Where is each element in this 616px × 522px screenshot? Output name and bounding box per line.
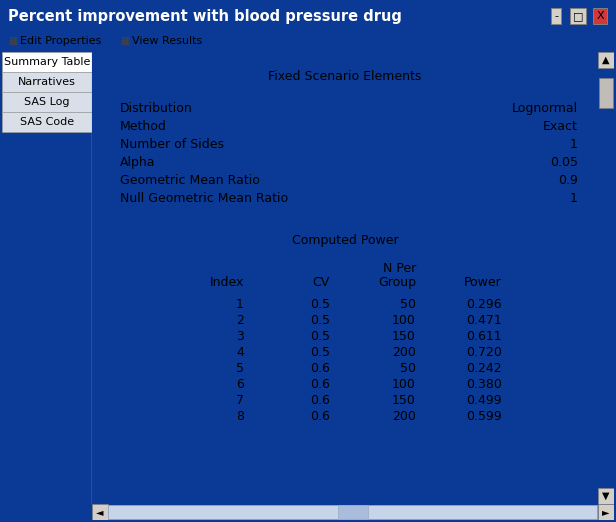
Text: Power: Power — [464, 276, 502, 289]
Text: 3: 3 — [236, 330, 244, 343]
Text: 200: 200 — [392, 346, 416, 359]
Text: 0.6: 0.6 — [310, 362, 330, 375]
Text: 0.5: 0.5 — [310, 314, 330, 327]
Text: Lognormal: Lognormal — [512, 102, 578, 115]
Bar — [2, 52, 92, 72]
Text: 7: 7 — [236, 394, 244, 407]
Bar — [599, 78, 613, 108]
Text: 1: 1 — [570, 192, 578, 205]
Text: 0.05: 0.05 — [550, 156, 578, 169]
Text: 100: 100 — [392, 314, 416, 327]
Text: 0.499: 0.499 — [466, 394, 502, 407]
Text: Computed Power: Computed Power — [292, 234, 399, 247]
Text: 0.599: 0.599 — [466, 410, 502, 423]
Text: □: □ — [573, 11, 583, 21]
Text: 100: 100 — [392, 378, 416, 391]
Bar — [598, 52, 614, 68]
Text: ▲: ▲ — [602, 55, 610, 65]
Text: Geometric Mean Ratio: Geometric Mean Ratio — [120, 174, 260, 187]
Text: Number of Sides: Number of Sides — [120, 138, 224, 151]
Text: 0.611: 0.611 — [466, 330, 502, 343]
Bar — [598, 504, 614, 520]
Text: -: - — [554, 11, 558, 21]
Text: ►: ► — [602, 507, 610, 517]
Text: 0.296: 0.296 — [466, 298, 502, 311]
Text: Summary Table: Summary Table — [4, 57, 90, 67]
Text: 0.6: 0.6 — [310, 410, 330, 423]
Bar — [2, 112, 92, 132]
Text: Group: Group — [378, 276, 416, 289]
Text: Null Geometric Mean Ratio: Null Geometric Mean Ratio — [120, 192, 288, 205]
Bar — [338, 505, 368, 519]
Bar — [598, 488, 614, 504]
Text: 2: 2 — [236, 314, 244, 327]
Text: 5: 5 — [236, 362, 244, 375]
Bar — [2, 92, 92, 112]
Text: Distribution: Distribution — [120, 102, 193, 115]
Text: 0.6: 0.6 — [310, 394, 330, 407]
Text: X: X — [596, 11, 604, 21]
Text: ▦: ▦ — [120, 36, 129, 46]
Text: 0.5: 0.5 — [310, 330, 330, 343]
Text: 0.380: 0.380 — [466, 378, 502, 391]
Text: CV: CV — [312, 276, 330, 289]
Bar — [2, 72, 92, 92]
Text: 1: 1 — [236, 298, 244, 311]
Text: 0.6: 0.6 — [310, 378, 330, 391]
Text: 8: 8 — [236, 410, 244, 423]
Text: Exact: Exact — [543, 120, 578, 133]
Text: SAS Code: SAS Code — [20, 117, 74, 127]
Text: 6: 6 — [236, 378, 244, 391]
Text: 0.242: 0.242 — [466, 362, 502, 375]
Bar — [92, 504, 108, 520]
Text: Index: Index — [209, 276, 244, 289]
Text: 4: 4 — [236, 346, 244, 359]
Text: SAS Log: SAS Log — [24, 97, 70, 107]
Text: Alpha: Alpha — [120, 156, 155, 169]
Text: 50: 50 — [400, 362, 416, 375]
Text: 0.720: 0.720 — [466, 346, 502, 359]
Bar — [108, 505, 597, 519]
Text: 0.471: 0.471 — [466, 314, 502, 327]
Text: Edit Properties: Edit Properties — [20, 36, 102, 46]
Text: ▦: ▦ — [8, 36, 17, 46]
Text: ◄: ◄ — [96, 507, 103, 517]
Text: View Results: View Results — [132, 36, 202, 46]
Text: 0.9: 0.9 — [558, 174, 578, 187]
Text: Method: Method — [120, 120, 167, 133]
Text: 1: 1 — [570, 138, 578, 151]
Text: Percent improvement with blood pressure drug: Percent improvement with blood pressure … — [8, 8, 402, 23]
Text: Fixed Scenario Elements: Fixed Scenario Elements — [269, 70, 422, 83]
Text: N Per: N Per — [383, 262, 416, 275]
Text: 200: 200 — [392, 410, 416, 423]
Text: 150: 150 — [392, 394, 416, 407]
Text: 0.5: 0.5 — [310, 298, 330, 311]
Text: 150: 150 — [392, 330, 416, 343]
Text: 0.5: 0.5 — [310, 346, 330, 359]
Text: ▼: ▼ — [602, 491, 610, 501]
Text: Narratives: Narratives — [18, 77, 76, 87]
Text: 50: 50 — [400, 298, 416, 311]
